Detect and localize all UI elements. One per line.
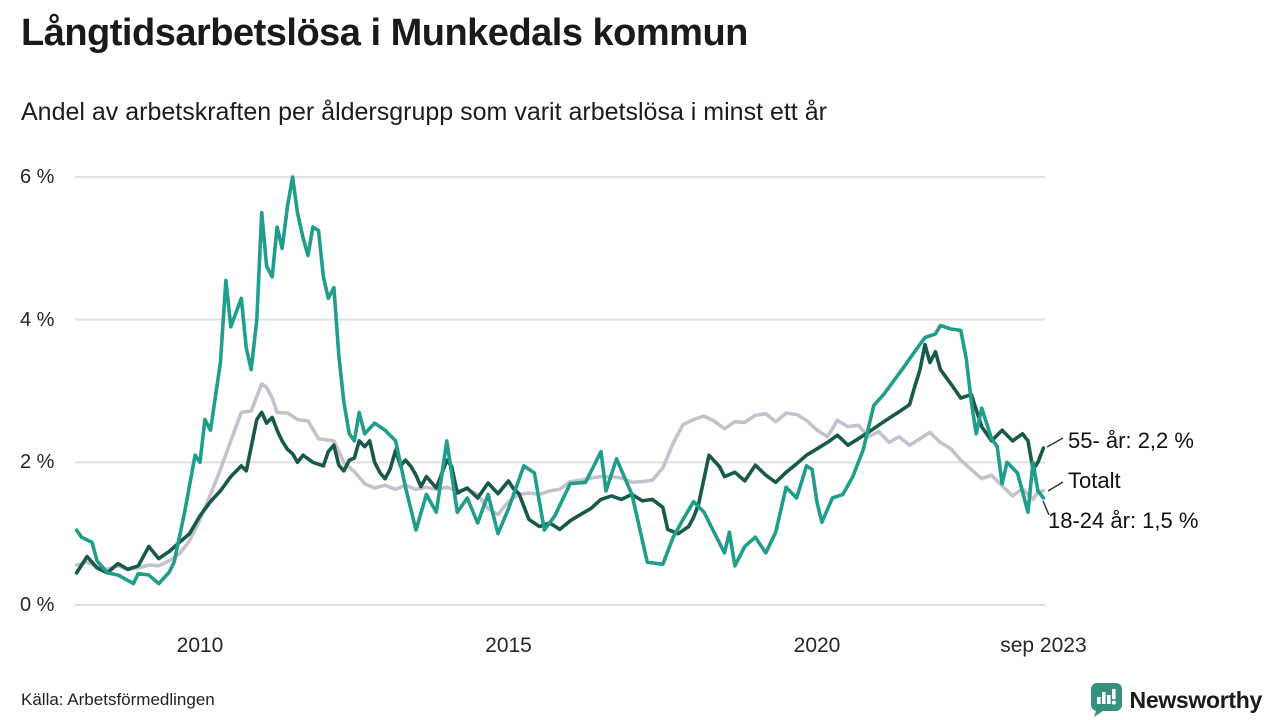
label-connector-totalt bbox=[1047, 481, 1064, 492]
series-label-1824: 18-24 år: 1,5 % bbox=[1048, 508, 1199, 533]
pin-shape bbox=[1090, 683, 1122, 717]
exclamation-stem bbox=[1111, 689, 1116, 699]
bar-medium bbox=[1106, 695, 1111, 704]
y-tick-label: 6 % bbox=[20, 166, 55, 189]
series-lines bbox=[74, 175, 1046, 586]
brand-lockup: Newsworthy bbox=[1089, 682, 1262, 718]
y-tick-label: 0 % bbox=[20, 594, 55, 616]
exclamation-dot bbox=[1111, 700, 1116, 705]
bar-small bbox=[1096, 697, 1101, 704]
newsworthy-pin-icon bbox=[1090, 683, 1122, 717]
label-connector-1824 bbox=[1042, 500, 1050, 516]
source-note: Källa: Arbetsförmedlingen bbox=[21, 690, 215, 709]
y-tick-label: 4 % bbox=[20, 308, 55, 331]
gridlines bbox=[75, 176, 1045, 606]
x-tick-label: 2020 bbox=[793, 634, 841, 657]
page-title: Långtidsarbetslösa i Munkedals kommun bbox=[21, 12, 748, 54]
y-tick-label: 2 % bbox=[20, 451, 55, 474]
bar-tall bbox=[1101, 692, 1106, 704]
series-label-55: 55- år: 2,2 % bbox=[1068, 428, 1194, 453]
series-line-18-24 år bbox=[74, 175, 1046, 586]
x-tick-label: 2010 bbox=[176, 634, 224, 657]
series-line-55- år bbox=[74, 342, 1046, 575]
chart-subtitle: Andel av arbetskraften per åldersgrupp s… bbox=[21, 98, 827, 126]
x-tick-label: 2015 bbox=[485, 634, 532, 657]
series-line-Totalt bbox=[74, 382, 1046, 572]
x-tick-label: sep 2023 bbox=[1000, 634, 1087, 657]
annotation-connectors bbox=[1042, 437, 1064, 516]
brand-name: Newsworthy bbox=[1129, 686, 1263, 713]
label-connector-55 bbox=[1046, 437, 1064, 448]
series-label-totalt: Totalt bbox=[1068, 468, 1121, 493]
